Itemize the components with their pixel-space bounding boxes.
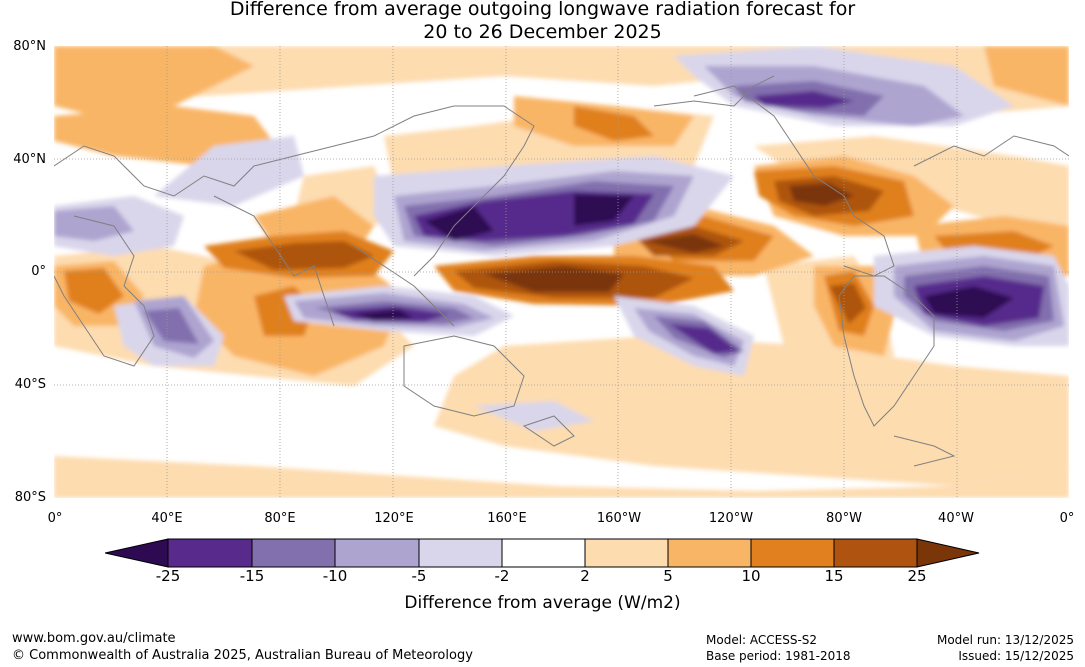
coastlines xyxy=(54,75,1069,467)
olr-anomaly-map xyxy=(54,46,1069,498)
map-anomaly-field xyxy=(54,46,1069,498)
lon-label-160e: 160°E xyxy=(487,511,527,526)
anomaly-region xyxy=(434,336,1069,486)
lat-label-equator: 0° xyxy=(31,264,46,279)
anomaly-region xyxy=(789,183,854,206)
anomaly-region xyxy=(234,241,374,270)
lon-label-160w: 160°W xyxy=(596,511,642,526)
colorbar-tick: -15 xyxy=(239,567,265,585)
lon-label-120e: 120°E xyxy=(374,511,414,526)
colorbar-tick: 2 xyxy=(580,567,590,585)
anomaly-region xyxy=(354,309,414,321)
footer-base-period: Base period: 1981-2018 xyxy=(706,649,851,663)
colorbar-segment xyxy=(251,538,336,568)
colorbar-label: Difference from average (W/m2) xyxy=(404,593,681,613)
lon-label-80w: 80°W xyxy=(826,511,862,526)
colorbar-segment xyxy=(501,538,586,568)
lat-label-80n: 80°N xyxy=(13,39,46,54)
anomaly-region xyxy=(54,206,134,241)
anomaly-region xyxy=(144,308,199,344)
lon-label-40w: 40°W xyxy=(938,511,974,526)
anomaly-region xyxy=(424,206,494,241)
anomaly-region xyxy=(64,268,124,314)
colorbar-tick: -10 xyxy=(322,567,348,585)
lon-label-120w: 120°W xyxy=(708,511,754,526)
lon-label-0: 0° xyxy=(47,511,63,526)
anomaly-region xyxy=(54,456,1069,498)
colorbar-segment xyxy=(833,538,918,568)
anomaly-region xyxy=(644,234,724,253)
colorbar-tick: -5 xyxy=(411,567,427,585)
footer-url[interactable]: www.bom.gov.au/climate xyxy=(12,631,176,646)
chart-title-line1: Difference from average outgoing longwav… xyxy=(229,0,856,20)
colorbar-tick: 10 xyxy=(741,567,761,585)
graticule xyxy=(54,46,1069,498)
anomaly-region xyxy=(829,283,866,324)
colorbar-tick: 25 xyxy=(907,567,927,585)
anomaly-region xyxy=(754,91,854,108)
colorbar-tick: 5 xyxy=(663,567,673,585)
colorbar-segment xyxy=(418,538,503,568)
colorbar-segment xyxy=(667,538,752,568)
colorbar-arrow-high xyxy=(916,538,980,568)
anomaly-region xyxy=(574,194,634,226)
colorbar-segment xyxy=(584,538,669,568)
lon-label-80e: 80°E xyxy=(264,511,296,526)
colorbar-segment xyxy=(167,538,253,568)
colorbar-segment xyxy=(750,538,835,568)
anomaly-region xyxy=(54,46,254,116)
anomaly-region xyxy=(484,266,624,292)
footer-model-run: Model run: 13/12/2025 xyxy=(936,633,1074,647)
footer-issued: Issued: 15/12/2025 xyxy=(958,649,1074,663)
anomaly-region xyxy=(669,324,739,354)
colorbar-arrow-low xyxy=(105,538,169,568)
chart-title-line2: 20 to 26 December 2025 xyxy=(423,21,662,43)
anomaly-region xyxy=(924,286,1014,318)
anomaly-region xyxy=(984,46,1069,106)
anomaly-region xyxy=(574,106,654,141)
footer-copyright: © Commonwealth of Australia 2025, Austra… xyxy=(12,648,473,663)
footer-model: Model: ACCESS-S2 xyxy=(706,633,818,647)
colorbar-segment xyxy=(334,538,420,568)
anomaly-region xyxy=(154,136,304,206)
colorbar-tick: -2 xyxy=(494,567,510,585)
lat-label-40n: 40°N xyxy=(13,152,46,167)
lon-label-40e: 40°E xyxy=(151,511,183,526)
colorbar-tick: -25 xyxy=(155,567,181,585)
colorbar xyxy=(105,538,980,568)
lat-label-40s: 40°S xyxy=(14,377,46,392)
lat-label-80s: 80°S xyxy=(14,490,46,505)
colorbar-tick: 15 xyxy=(824,567,844,585)
lon-label-360: 0° xyxy=(1059,511,1075,526)
